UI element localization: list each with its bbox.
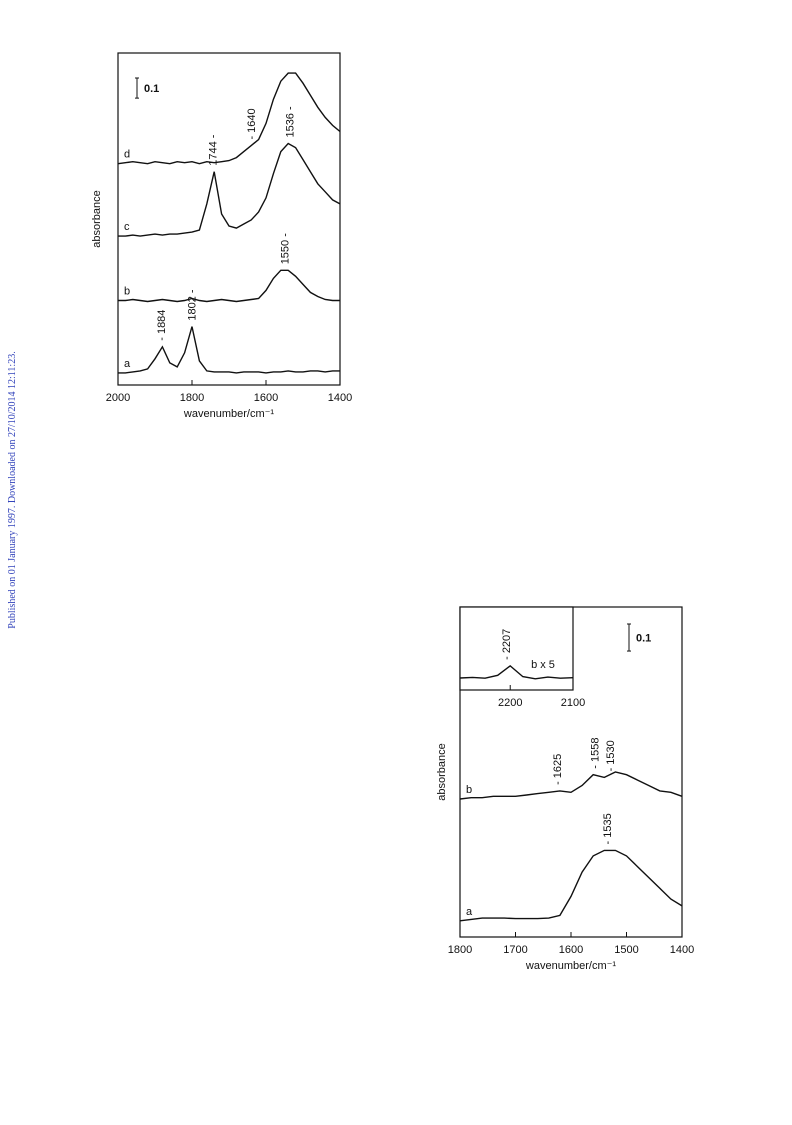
peak-label: - 1640 bbox=[246, 108, 258, 139]
peak-label: - 1884 bbox=[156, 310, 168, 341]
peak-label: - 2207 bbox=[501, 629, 513, 660]
scale-bar-label: 0.1 bbox=[144, 83, 159, 95]
series-label: a bbox=[466, 906, 473, 918]
spectrum bbox=[459, 665, 574, 680]
series-label: c bbox=[124, 221, 130, 233]
series-label: b bbox=[124, 285, 130, 297]
x-tick-label: 2200 bbox=[498, 697, 522, 709]
peak-label: 1536 - bbox=[285, 106, 297, 138]
margin-note: Published on 01 January 1997. Downloaded… bbox=[7, 351, 18, 628]
series-label: d bbox=[124, 149, 130, 161]
plot-frame bbox=[459, 606, 574, 691]
scale-bar-label: 0.1 bbox=[636, 633, 651, 645]
x-tick-label: 1600 bbox=[254, 392, 278, 404]
x-tick-label: 1600 bbox=[559, 944, 583, 956]
x-tick-label: 1400 bbox=[328, 392, 352, 404]
x-tick-label: 2000 bbox=[106, 392, 130, 404]
spectrum bbox=[459, 849, 683, 922]
peak-label: - 1530 bbox=[605, 740, 617, 771]
x-tick-label: 1400 bbox=[670, 944, 694, 956]
x-tick-label: 1700 bbox=[503, 944, 527, 956]
inset-note: b x 5 bbox=[531, 659, 555, 671]
peak-label: 1802 - bbox=[186, 289, 198, 321]
x-tick-label: 1500 bbox=[614, 944, 638, 956]
x-tick-label: 2100 bbox=[561, 697, 585, 709]
plot-frame bbox=[117, 52, 341, 386]
spectrum bbox=[118, 142, 341, 237]
peak-label: - 1625 bbox=[552, 754, 564, 785]
series-label: a bbox=[124, 358, 131, 370]
x-axis-label: wavenumber/cm⁻¹ bbox=[183, 408, 275, 420]
peak-label: 1744 - bbox=[208, 134, 220, 166]
spectrum bbox=[118, 326, 340, 374]
x-tick-label: 1800 bbox=[180, 392, 204, 404]
y-axis-label: absorbance bbox=[436, 743, 448, 801]
spectrum bbox=[118, 269, 340, 303]
peak-label: - 1558 bbox=[589, 738, 601, 769]
peak-label: 1550 - bbox=[280, 233, 292, 265]
spectrum bbox=[459, 771, 683, 800]
series-label: b bbox=[466, 784, 472, 796]
peak-label: - 1535 bbox=[602, 813, 614, 844]
x-axis-label: wavenumber/cm⁻¹ bbox=[525, 960, 617, 972]
spectrum bbox=[117, 72, 341, 165]
y-axis-label: absorbance bbox=[91, 190, 103, 248]
x-tick-label: 1800 bbox=[448, 944, 472, 956]
